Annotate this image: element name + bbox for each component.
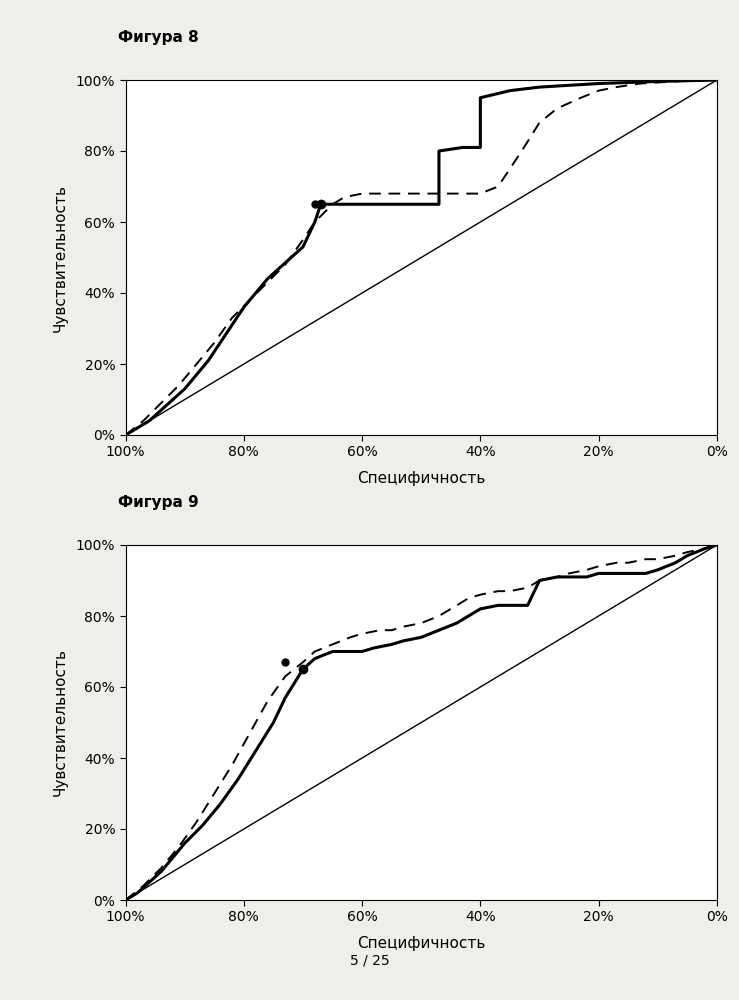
Y-axis label: Чувствительность: Чувствительность <box>52 648 67 796</box>
Text: 5 / 25: 5 / 25 <box>350 953 389 967</box>
Y-axis label: Чувствительность: Чувствительность <box>52 184 67 332</box>
Text: Фигура 8: Фигура 8 <box>118 30 199 45</box>
Text: Фигура 9: Фигура 9 <box>118 495 199 510</box>
X-axis label: Специфичность: Специфичность <box>357 471 486 486</box>
X-axis label: Специфичность: Специфичность <box>357 936 486 951</box>
